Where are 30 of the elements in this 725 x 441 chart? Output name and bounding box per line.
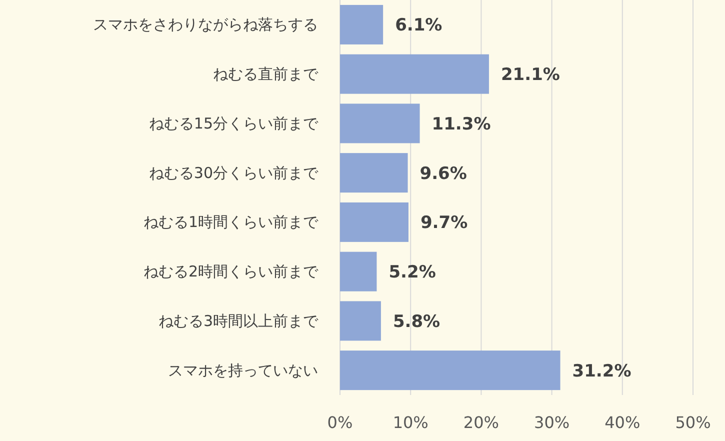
x-tick-label: 10% xyxy=(392,413,428,432)
data-label: 21.1% xyxy=(500,65,560,86)
x-tick-label: 30% xyxy=(534,413,570,432)
y-tick-label: ねむる15分くらい前まで xyxy=(148,114,319,132)
data-label: 11.3% xyxy=(432,114,491,134)
bar xyxy=(340,153,408,193)
bar xyxy=(340,301,381,341)
bar xyxy=(340,4,384,44)
x-tick-label: 50% xyxy=(675,413,711,432)
y-tick-label: ねむる直前まで xyxy=(213,65,319,84)
bar xyxy=(340,54,489,94)
y-tick-label: ねむる2時間くらい前まで xyxy=(143,262,319,281)
y-tick-label: ねむる1時間くらい前まで xyxy=(143,213,319,232)
x-tick-label: 20% xyxy=(463,413,499,432)
bar xyxy=(340,252,377,292)
bar xyxy=(340,202,408,242)
data-label: 9.7% xyxy=(420,213,468,234)
data-label: 31.2% xyxy=(572,361,632,382)
data-label: 9.6% xyxy=(420,164,467,184)
x-tick-label: 0% xyxy=(327,413,353,432)
bar xyxy=(340,104,420,144)
data-label: 5.8% xyxy=(392,312,440,332)
y-tick-label: スマホをさわりながらね落ちする xyxy=(93,16,318,34)
data-label: 6.1% xyxy=(395,16,442,36)
x-tick-label: 40% xyxy=(604,413,640,432)
y-tick-label: ねむる30分くらい前まで xyxy=(148,164,319,182)
bar xyxy=(340,350,560,390)
y-tick-label: ねむる3時間以上前まで xyxy=(158,312,319,330)
y-tick-label: スマホを持っていない xyxy=(168,361,318,380)
data-label: 5.2% xyxy=(388,262,436,283)
